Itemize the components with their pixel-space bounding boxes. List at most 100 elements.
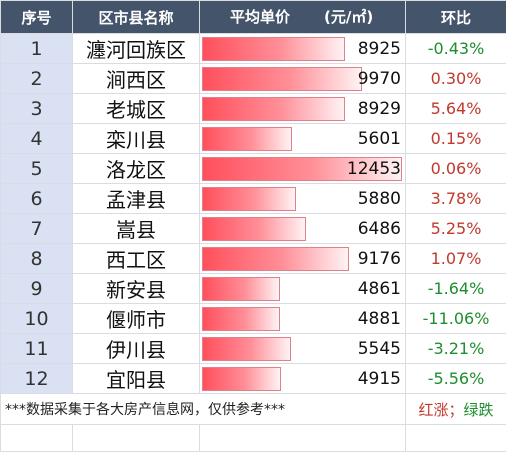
header-price-unit: (元/㎡): [324, 8, 374, 26]
price-bar: [202, 247, 349, 271]
price-table: 序号 区市县名称 平均单价 (元/㎡) 环比 1 瀍河回族区 8925 -0.43% 2…: [0, 0, 506, 452]
ratio-cell: 3.78%: [405, 183, 506, 214]
district-cell: 新安县: [72, 273, 200, 304]
rank-cell: 11: [0, 333, 73, 364]
price-value: 12453: [346, 159, 401, 179]
rank-cell: 6: [0, 183, 73, 214]
table-row: 1 瀍河回族区 8925 -0.43%: [0, 33, 506, 64]
price-value: 4861: [357, 279, 401, 299]
rank-cell: 1: [0, 33, 73, 64]
ratio-cell: 0.30%: [405, 63, 506, 94]
ratio-cell: 1.07%: [405, 243, 506, 274]
price-bar: [202, 307, 280, 331]
district-cell: 洛龙区: [72, 153, 200, 184]
price-bar: [202, 187, 296, 211]
price-bar: [202, 37, 345, 61]
price-cell: 8929: [199, 93, 406, 124]
price-value: 9176: [357, 249, 401, 269]
price-bar: [202, 127, 292, 151]
price-value: 5601: [357, 129, 401, 149]
legend: 红涨；绿跌: [405, 393, 506, 425]
header-row: 序号 区市县名称 平均单价 (元/㎡) 环比: [0, 0, 506, 34]
header-ratio: 环比: [405, 0, 506, 34]
district-cell: 偃师市: [72, 303, 200, 334]
rank-cell: 12: [0, 363, 73, 394]
ratio-cell: -11.06%: [405, 303, 506, 334]
table-row: 9 新安县 4861 -1.64%: [0, 273, 506, 304]
price-cell: 5880: [199, 183, 406, 214]
district-cell: 宜阳县: [72, 363, 200, 394]
header-price: 平均单价 (元/㎡): [199, 0, 406, 34]
district-cell: 孟津县: [72, 183, 200, 214]
legend-separator: ；: [448, 400, 464, 419]
ratio-cell: 5.64%: [405, 93, 506, 124]
district-cell: 栾川县: [72, 123, 200, 154]
rank-cell: 9: [0, 273, 73, 304]
price-value: 5545: [357, 339, 401, 359]
rank-cell: 4: [0, 123, 73, 154]
table-row: 3 老城区 8929 5.64%: [0, 93, 506, 124]
district-cell: 瀍河回族区: [72, 33, 200, 64]
price-bar: [202, 157, 402, 181]
district-cell: 涧西区: [72, 63, 200, 94]
price-cell: 9970: [199, 63, 406, 94]
table-row: 11 伊川县 5545 -3.21%: [0, 333, 506, 364]
price-cell: 8925: [199, 33, 406, 64]
price-cell: 4915: [199, 363, 406, 394]
rank-cell: 10: [0, 303, 73, 334]
price-cell: 9176: [199, 243, 406, 274]
rank-cell: 2: [0, 63, 73, 94]
table-row: 7 嵩县 6486 5.25%: [0, 213, 506, 244]
header-price-label: 平均单价: [230, 8, 291, 26]
ratio-cell: -3.21%: [405, 333, 506, 364]
ratio-cell: 0.15%: [405, 123, 506, 154]
price-value: 8925: [357, 39, 401, 59]
header-rank: 序号: [0, 0, 73, 34]
table-row: 5 洛龙区 12453 0.06%: [0, 153, 506, 184]
table-row: 2 涧西区 9970 0.30%: [0, 63, 506, 94]
price-value: 6486: [357, 219, 401, 239]
rank-cell: 3: [0, 93, 73, 124]
price-value: 4881: [357, 309, 401, 329]
legend-up: 红涨: [418, 400, 449, 419]
ratio-cell: -0.43%: [405, 33, 506, 64]
price-bar: [202, 67, 362, 91]
price-bar: [202, 337, 291, 361]
price-value: 5880: [357, 189, 401, 209]
price-value: 8929: [357, 99, 401, 119]
table-row: 8 西工区 9176 1.07%: [0, 243, 506, 274]
price-bar: [202, 367, 281, 391]
ratio-cell: -1.64%: [405, 273, 506, 304]
price-value: 9970: [357, 69, 401, 89]
rank-cell: 8: [0, 243, 73, 274]
blank-cell: [405, 424, 506, 452]
table-row: 12 宜阳县 4915 -5.56%: [0, 363, 506, 394]
table-row: 10 偃师市 4881 -11.06%: [0, 303, 506, 334]
table-row: 4 栾川县 5601 0.15%: [0, 123, 506, 154]
district-cell: 西工区: [72, 243, 200, 274]
footer-note: ***数据采集于各大房产信息网，仅供参考***: [0, 393, 406, 425]
rank-cell: 5: [0, 153, 73, 184]
ratio-cell: 0.06%: [405, 153, 506, 184]
table-body: 1 瀍河回族区 8925 -0.43% 2 涧西区 9970 0.30% 3 老城区 8929 5.6…: [0, 33, 506, 394]
header-district: 区市县名称: [72, 0, 200, 34]
price-value: 4915: [357, 369, 401, 389]
rank-cell: 7: [0, 213, 73, 244]
district-cell: 嵩县: [72, 213, 200, 244]
price-cell: 4881: [199, 303, 406, 334]
blank-cell: [199, 424, 406, 452]
price-cell: 5545: [199, 333, 406, 364]
price-bar: [202, 277, 280, 301]
blank-cell: [0, 424, 73, 452]
price-cell: 4861: [199, 273, 406, 304]
ratio-cell: 5.25%: [405, 213, 506, 244]
district-cell: 伊川县: [72, 333, 200, 364]
price-bar: [202, 97, 345, 121]
ratio-cell: -5.56%: [405, 363, 506, 394]
table-row: 6 孟津县 5880 3.78%: [0, 183, 506, 214]
price-cell: 12453: [199, 153, 406, 184]
price-cell: 6486: [199, 213, 406, 244]
footer-row: ***数据采集于各大房产信息网，仅供参考*** 红涨；绿跌: [0, 393, 506, 425]
price-cell: 5601: [199, 123, 406, 154]
